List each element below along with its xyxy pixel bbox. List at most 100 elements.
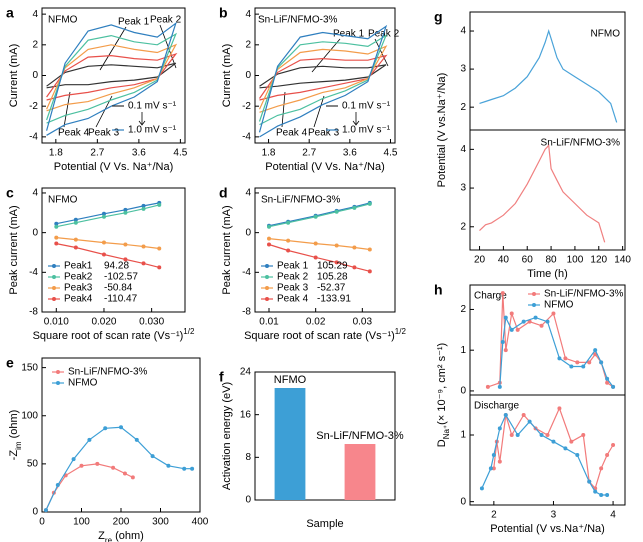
data-point [73,237,78,242]
data-point [503,315,508,320]
series-line [45,463,134,511]
data-point [352,245,357,250]
data-point [101,252,106,257]
data-point [605,493,610,497]
data-point [557,406,562,411]
x-axis-label: Time (h) [527,268,568,280]
series-line [258,34,388,126]
data-point [87,437,92,442]
series-line [46,52,178,101]
x-tick-label: 20 [474,255,486,266]
annotation: Peak 1 [118,17,150,28]
legend-label: Peak4 [64,294,93,305]
x-tick-label: 4.5 [173,148,187,159]
data-point [54,221,59,226]
series-line [479,28,618,123]
data-point [503,413,508,417]
y-tick-label: 3 [460,64,466,75]
y-tick-label: 24 [240,367,252,378]
data-point [157,246,162,251]
data-point [267,242,271,247]
x-axis-label: Zre (ohm) [98,530,144,542]
legend-label: 0.1 mV s⁻¹ [342,101,391,112]
y-tick-label: 4 [460,144,466,155]
data-point [73,220,78,225]
y-tick-label: 100 [21,410,38,421]
data-point [485,384,490,389]
x-tick-label: 0 [39,517,45,528]
x-tick-label: 140 [614,255,631,266]
x-tick-label: 400 [192,517,209,528]
label-part: (ohm) [112,530,144,542]
plot-frame [41,187,186,313]
x-axis-label: Square root of scan rate (Vs⁻¹)1/2 [244,327,406,342]
data-point [515,433,520,437]
data-point [141,244,146,249]
data-point [54,235,59,240]
y-tick-label: 0 [245,495,251,506]
y-axis-label: Activation energy (eV) [221,382,233,490]
series-line [56,243,160,268]
x-tick-label: 0.020 [91,317,116,328]
y-axis-label: DNa⁺(× 10⁻⁹, cm² s⁻¹) [436,343,451,447]
y-axis-label: -Zim (ohm) [8,410,23,461]
x-tick-label: 120 [590,255,607,266]
data-point [313,241,318,246]
data-point [313,214,318,219]
y-tick-label: 8 [245,452,251,463]
data-point [581,364,586,369]
x-axis-label: Sample [306,518,343,530]
y-tick-label: 50 [27,459,39,470]
arrow [99,26,127,71]
data-point [141,206,146,211]
y-axis-label: Potential (V vs.Na⁺/Na) [436,73,448,188]
series-line [499,315,614,388]
y-tick-label: -2 [242,101,251,112]
annotation: Charge [474,291,507,302]
annotation: NFMO [48,15,78,26]
legend-marker [56,370,60,374]
panel-letter: e [6,355,14,371]
label-part: im [14,441,23,450]
data-point [101,240,106,245]
data-point [557,356,562,361]
y-tick-label: 0 [32,507,38,518]
y-tick-label: -4 [242,267,251,278]
panel-letter: a [6,5,14,21]
data-point [599,360,604,365]
legend-label: 1.0 mV s⁻¹ [128,125,177,136]
y-axis-label: Current (mA) [221,44,233,108]
bar [344,444,376,500]
annotation: Peak 2 [150,15,182,26]
arrow [63,91,71,128]
y-tick-label: 3 [460,183,466,194]
data-point [73,245,78,250]
x-tick-label: 3.6 [132,148,146,159]
data-point [563,356,568,361]
series-line [45,426,193,511]
legend-marker [56,381,60,385]
legend-label: Peak3 [64,283,93,294]
label-part: 1/2 [183,327,195,336]
data-point [54,241,59,246]
legend-label: Peak1 [64,261,93,272]
plot-frame [254,371,396,501]
y-tick-label: -2 [29,101,38,112]
data-point [101,214,106,219]
legend-slope: -102.57 [104,272,138,283]
data-point [581,433,586,437]
legend-marker [52,297,56,301]
x-tick-label: 100 [73,517,90,528]
series-line [56,237,160,250]
y-tick-label: 0 [460,496,466,507]
data-point [123,207,128,212]
annotation: Peak 4 [276,128,308,139]
y-tick-label: 0 [32,227,38,238]
data-point [503,348,508,353]
data-point [497,459,502,464]
data-point [55,483,60,488]
data-point [79,463,84,468]
series-line [268,243,370,272]
data-point [123,242,128,247]
x-tick-label: 200 [113,517,130,528]
